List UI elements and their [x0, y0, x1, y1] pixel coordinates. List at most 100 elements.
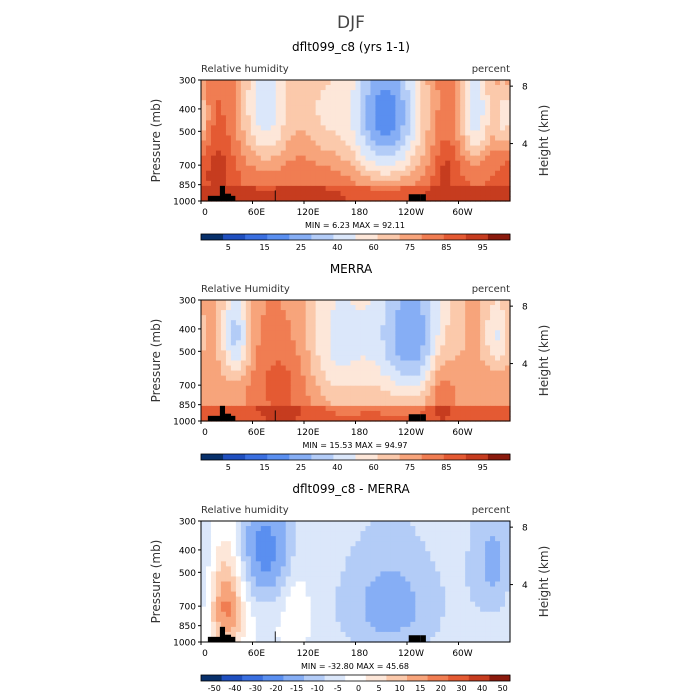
heatmap-cell [225, 581, 232, 588]
heatmap-cell [305, 300, 312, 306]
heatmap-cell [400, 385, 406, 392]
heatmap-cell [295, 405, 302, 412]
heatmap-cell [290, 130, 297, 137]
heatmap-cell [295, 551, 302, 557]
heatmap-cell [295, 611, 302, 618]
heatmap-cell [255, 415, 262, 422]
heatmap-cell [210, 531, 217, 537]
heatmap-cell [205, 80, 212, 86]
heatmap-cell [315, 405, 322, 412]
heatmap-cell [410, 125, 416, 132]
heatmap-cell [285, 160, 292, 167]
heatmap-cell [215, 315, 222, 321]
colorbar-swatch [221, 675, 243, 681]
heatmap-cell [245, 415, 252, 422]
heatmap-cell [375, 150, 382, 157]
heatmap-cell [490, 390, 496, 397]
heatmap-cell [325, 551, 332, 557]
heatmap-cell [215, 190, 222, 197]
heatmap-cell [310, 521, 317, 527]
heatmap-cell [330, 375, 337, 382]
heatmap-cell [240, 395, 247, 402]
heatmap-cell [300, 105, 307, 111]
heatmap-cell [340, 390, 347, 397]
heatmap-cell [365, 410, 372, 417]
heatmap-cell [440, 140, 446, 147]
heatmap-cell [240, 375, 247, 382]
heatmap-cell [485, 330, 491, 336]
heatmap-cell [410, 531, 416, 537]
heatmap-cell [405, 526, 411, 532]
heatmap-cell [465, 410, 471, 417]
heatmap-cell [450, 596, 456, 603]
heatmap-cell [420, 160, 426, 167]
heatmap-cell [475, 350, 481, 357]
colorbar: -50 -40 -30 -20 -15 -10 -5 0 5 10 15 20 30 40 50 [200, 674, 511, 693]
heatmap-cell [310, 125, 317, 132]
heatmap-cell [235, 390, 242, 397]
heatmap-cell [225, 180, 232, 187]
heatmap-cell [445, 410, 451, 417]
heatmap-cell [260, 90, 267, 96]
heatmap-cell [201, 626, 207, 633]
heatmap-cell [370, 155, 377, 162]
heatmap-cell [215, 405, 222, 412]
heatmap-cell [285, 536, 292, 542]
heatmap-cell [390, 140, 396, 147]
heatmap-cell [205, 140, 212, 147]
heatmap-cell [300, 180, 307, 187]
colorbar-label: 25 [296, 463, 306, 472]
heatmap-cell [280, 581, 287, 588]
heatmap-cell [350, 395, 357, 402]
heatmap-cell [300, 80, 307, 86]
heatmap-cell [300, 531, 307, 537]
heatmap-cell [360, 100, 367, 106]
heatmap-cell [380, 350, 386, 357]
heatmap-cell [455, 175, 461, 182]
heatmap-cell [315, 576, 322, 583]
heatmap-cell [385, 165, 391, 172]
heatmap-cell [350, 195, 357, 202]
heatmap-cell [495, 375, 501, 382]
heatmap-cell [265, 606, 272, 613]
heatmap-cell [495, 120, 501, 126]
y-right-tick-label: 8 [522, 524, 528, 534]
heatmap-cell [385, 385, 391, 392]
heatmap-cell [335, 325, 342, 331]
heatmap-cell [450, 345, 456, 352]
heatmap-cell [375, 355, 382, 362]
heatmap-cell [265, 100, 272, 106]
heatmap-cell [460, 115, 466, 121]
heatmap-cell [345, 531, 352, 537]
heatmap-cell [405, 410, 411, 417]
heatmap-cell [240, 616, 247, 623]
heatmap-cell [201, 385, 207, 392]
heatmap-cell [480, 145, 486, 152]
heatmap-cell [470, 170, 476, 177]
x-tick-label: 180 [351, 649, 368, 659]
heatmap-cell [235, 140, 242, 147]
heatmap-cell [255, 330, 262, 336]
heatmap-cell [455, 115, 461, 121]
heatmap-cell [465, 526, 471, 532]
heatmap-cell [490, 621, 496, 628]
heatmap-cell [310, 330, 317, 336]
heatmap-cell [230, 175, 237, 182]
heatmap-cell [485, 95, 491, 101]
heatmap-cell [480, 380, 486, 387]
heatmap-cell [360, 380, 367, 387]
heatmap-cell [295, 390, 302, 397]
heatmap-cell [265, 576, 272, 583]
heatmap-cell [265, 340, 272, 346]
heatmap-cell [245, 175, 252, 182]
heatmap-cell [235, 190, 242, 197]
heatmap-cell [345, 335, 352, 341]
heatmap-cell [250, 170, 257, 177]
colorbar-swatch [386, 675, 408, 681]
heatmap-cell [485, 165, 491, 172]
heatmap-cell [475, 105, 481, 111]
heatmap-cell [435, 566, 441, 573]
heatmap-cell [500, 175, 506, 182]
heatmap-cell [325, 546, 332, 552]
heatmap-cell [385, 591, 391, 598]
